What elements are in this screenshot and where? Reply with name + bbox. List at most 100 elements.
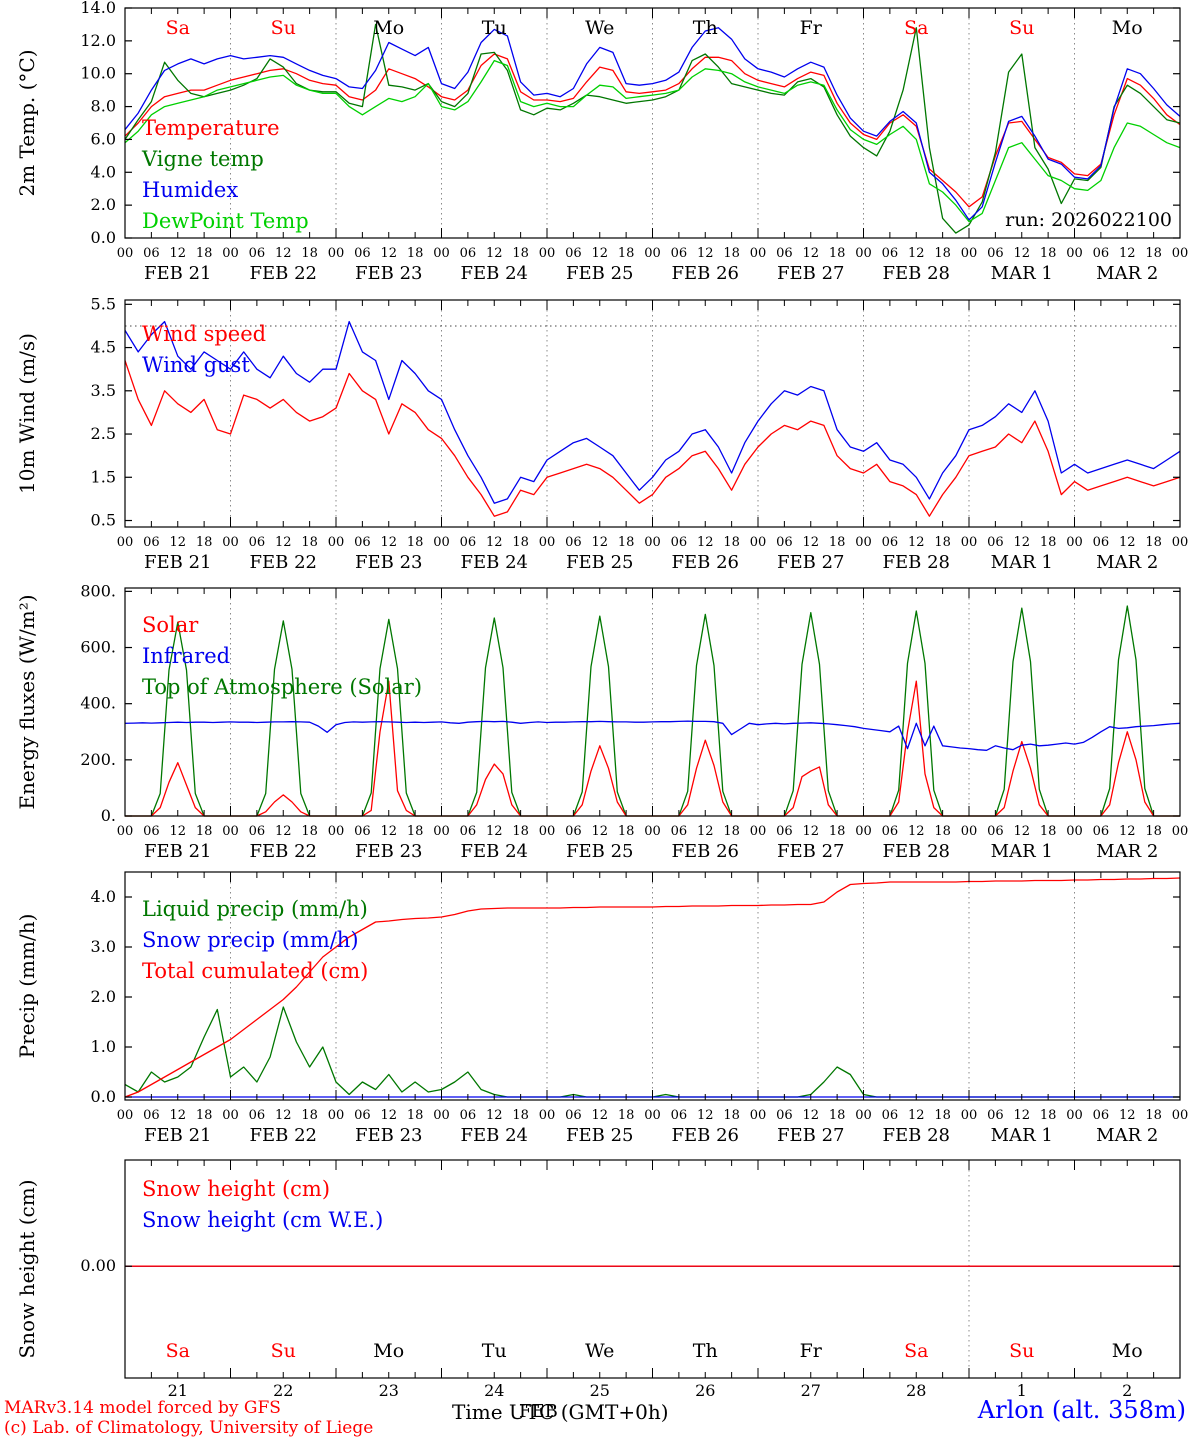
hour-label: 00 xyxy=(539,1108,556,1123)
hour-label: 06 xyxy=(1093,824,1110,839)
weekday-label: Su xyxy=(1009,17,1034,39)
y-tick-label: 3.5 xyxy=(91,381,116,400)
hour-label: 00 xyxy=(117,1108,134,1123)
hour-label: 06 xyxy=(776,824,793,839)
hour-label: 00 xyxy=(117,824,134,839)
hour-label: 00 xyxy=(644,1108,661,1123)
hour-label: 00 xyxy=(855,1108,872,1123)
weekday-label: Su xyxy=(1009,1340,1034,1362)
hour-label: 18 xyxy=(301,535,318,550)
hour-label: 12 xyxy=(169,824,186,839)
hour-label: 00 xyxy=(961,824,978,839)
hour-label: 00 xyxy=(433,246,450,261)
hour-label: 18 xyxy=(512,1108,529,1123)
hour-label: 06 xyxy=(671,1108,688,1123)
weekday-label: Mo xyxy=(1112,17,1143,39)
hour-label: 06 xyxy=(882,246,899,261)
series-infrared xyxy=(124,720,1181,751)
series-wind-gust xyxy=(124,320,1181,504)
hour-label: 00 xyxy=(539,246,556,261)
hour-label: 12 xyxy=(275,1108,292,1123)
date-label: FEB 23 xyxy=(355,1125,422,1146)
hour-label: 06 xyxy=(565,246,582,261)
hour-label: 12 xyxy=(697,246,714,261)
date-label: FEB 23 xyxy=(355,263,422,284)
hour-label: 06 xyxy=(987,824,1004,839)
weekday-label: Th xyxy=(693,17,718,39)
month-overlap-label: FEB xyxy=(519,1401,558,1422)
weekday-label: Fr xyxy=(800,1340,823,1362)
model-credit-line2: (c) Lab. of Climatology, University of L… xyxy=(4,1418,374,1438)
hour-label: 00 xyxy=(855,246,872,261)
date-label: MAR 1 xyxy=(991,1125,1053,1146)
date-label: MAR 2 xyxy=(1096,552,1158,573)
hour-label: 00 xyxy=(117,535,134,550)
hour-label: 12 xyxy=(380,1108,397,1123)
hour-label: 12 xyxy=(802,535,819,550)
y-tick-label: 0.0 xyxy=(91,228,116,247)
hour-label: 00 xyxy=(222,1108,239,1123)
y-tick-label: 1.5 xyxy=(91,467,116,486)
hour-label: 00 xyxy=(1066,824,1083,839)
y-tick-label: 0.0 xyxy=(91,1087,116,1106)
date-label: FEB 26 xyxy=(672,263,739,284)
hour-label: 00 xyxy=(750,246,767,261)
hour-label: 00 xyxy=(222,246,239,261)
weekday-label: Tu xyxy=(482,17,507,39)
hour-label: 00 xyxy=(1172,824,1189,839)
date-label: FEB 21 xyxy=(144,263,211,284)
weekday-label: We xyxy=(585,17,614,39)
hour-label: 00 xyxy=(750,824,767,839)
legend-infrared: Infrared xyxy=(142,644,230,668)
date-label: MAR 1 xyxy=(991,263,1053,284)
hour-label: 12 xyxy=(380,246,397,261)
legend-solar: Solar xyxy=(142,613,199,637)
hour-label: 18 xyxy=(618,246,635,261)
hour-label: 18 xyxy=(934,1108,951,1123)
hour-label: 06 xyxy=(882,535,899,550)
y-axis-title-snow: Snow height (cm) xyxy=(15,1179,39,1358)
weekday-label: Sa xyxy=(166,17,190,39)
legend-dewpoint-temp: DewPoint Temp xyxy=(142,209,309,233)
hour-label: 18 xyxy=(196,824,213,839)
hour-label: 12 xyxy=(1013,535,1030,550)
hour-label: 18 xyxy=(1145,246,1162,261)
hour-label: 00 xyxy=(750,535,767,550)
hour-label: 06 xyxy=(776,1108,793,1123)
hour-label: 18 xyxy=(196,246,213,261)
hour-label: 00 xyxy=(328,824,345,839)
hour-label: 06 xyxy=(987,1108,1004,1123)
legend-total-cumulated-cm: Total cumulated (cm) xyxy=(142,959,368,983)
hour-label: 00 xyxy=(117,246,134,261)
y-tick-label: 12.0 xyxy=(80,31,116,50)
hour-label: 12 xyxy=(1013,1108,1030,1123)
hour-label: 18 xyxy=(512,535,529,550)
y-tick-label: 5.5 xyxy=(91,294,116,313)
hour-label: 06 xyxy=(671,246,688,261)
hour-label: 12 xyxy=(1119,535,1136,550)
hour-label: 18 xyxy=(829,535,846,550)
hour-label: 00 xyxy=(1172,535,1189,550)
hour-label: 00 xyxy=(1172,1108,1189,1123)
hour-label: 12 xyxy=(275,824,292,839)
legend-humidex: Humidex xyxy=(142,178,238,202)
panel-temp: 0.0 2.0 4.0 6.0 8.0 10.0 12.0 14.0 00 06 12 18 00 06 1… xyxy=(15,0,1188,284)
legend-snow-precip-mm-h: Snow precip (mm/h) xyxy=(142,928,359,952)
date-label: FEB 21 xyxy=(144,841,211,862)
hour-label: 06 xyxy=(143,246,160,261)
hour-label: 06 xyxy=(354,535,371,550)
y-tick-label: 600. xyxy=(80,638,116,657)
hour-label: 18 xyxy=(618,535,635,550)
hour-label: 18 xyxy=(512,246,529,261)
date-label: FEB 24 xyxy=(461,263,528,284)
time-axis-title: Time UTC (GMT+0h) xyxy=(452,1400,669,1424)
date-label: FEB 23 xyxy=(355,552,422,573)
hour-label: 18 xyxy=(934,535,951,550)
date-label: FEB 27 xyxy=(777,841,844,862)
y-tick-label: 4.0 xyxy=(91,887,116,906)
day-number-label: 1 xyxy=(1017,1381,1027,1400)
y-tick-label: 0.5 xyxy=(91,511,116,530)
legend-top-of-atmosphere-solar: Top of Atmosphere (Solar) xyxy=(142,675,422,699)
